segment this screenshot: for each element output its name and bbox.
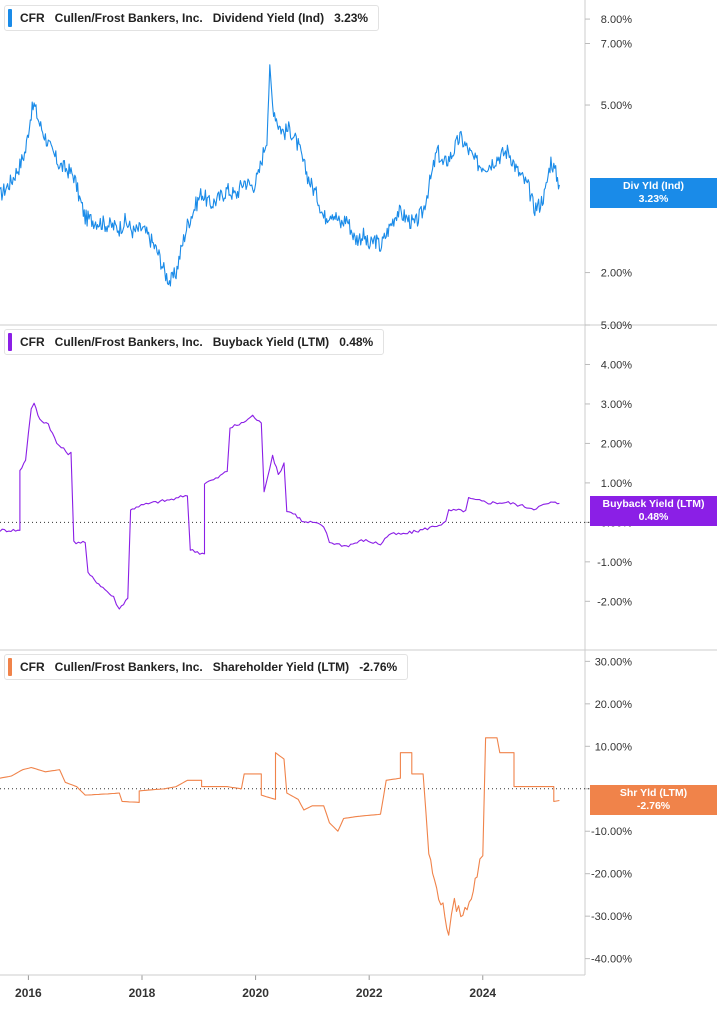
y-tick-label: 5.00% (601, 100, 632, 112)
x-tick-label: 2024 (469, 986, 496, 1000)
x-tick-label: 2016 (15, 986, 42, 1000)
dividend-series-line (0, 64, 560, 287)
legend-ticker: CFR (20, 335, 45, 349)
y-tick-label: 3.00% (601, 399, 632, 411)
tag-value: -2.76% (636, 800, 671, 812)
buyback-legend: CFR Cullen/Frost Bankers, Inc. Buyback Y… (4, 329, 385, 355)
shareholder-legend: CFR Cullen/Frost Bankers, Inc. Sharehold… (4, 654, 409, 680)
y-tick-label: -10.00% (591, 826, 632, 838)
y-tick-label: 2.00% (601, 438, 632, 450)
dividend-value-tag: Div Yld (Ind) 3.23% (590, 178, 717, 208)
shareholder-color-swatch (8, 658, 12, 676)
y-tick-label: -2.00% (597, 596, 632, 608)
legend-company: Cullen/Frost Bankers, Inc. (54, 660, 203, 674)
tag-label: Div Yld (Ind) (622, 180, 685, 192)
tag-value: 0.48% (638, 511, 669, 523)
y-tick-label: 10.00% (595, 741, 633, 753)
legend-company: Cullen/Frost Bankers, Inc. (54, 335, 203, 349)
y-tick-label: 5.00% (601, 320, 632, 332)
tag-label: Shr Yld (LTM) (619, 787, 688, 799)
legend-value: -2.76% (359, 660, 398, 674)
y-tick-label: 7.00% (601, 39, 632, 51)
tag-label: Buyback Yield (LTM) (602, 498, 705, 510)
legend-ticker: CFR (20, 660, 45, 674)
legend-metric: Buyback Yield (LTM) (212, 335, 330, 349)
y-tick-label: 4.00% (601, 359, 632, 371)
x-tick-label: 2022 (356, 986, 383, 1000)
shareholder-series-line (0, 737, 560, 936)
buyback-color-swatch (8, 333, 12, 351)
y-tick-label: 30.00% (595, 656, 633, 668)
legend-metric: Dividend Yield (Ind) (212, 11, 325, 25)
x-tick-label: 2020 (242, 986, 269, 1000)
dividend-color-swatch (8, 9, 12, 27)
dividend-legend: CFR Cullen/Frost Bankers, Inc. Dividend … (4, 5, 380, 31)
shareholder-value-tag: Shr Yld (LTM) -2.76% (590, 785, 717, 815)
legend-company: Cullen/Frost Bankers, Inc. (54, 11, 203, 25)
legend-value: 3.23% (334, 11, 369, 25)
y-tick-label: -20.00% (591, 869, 632, 881)
legend-value: 0.48% (339, 335, 374, 349)
tag-value: 3.23% (638, 193, 669, 205)
buyback-value-tag: Buyback Yield (LTM) 0.48% (590, 496, 717, 526)
legend-metric: Shareholder Yield (LTM) (212, 660, 350, 674)
y-tick-label: 20.00% (595, 699, 633, 711)
x-tick-label: 2018 (129, 986, 156, 1000)
y-tick-label: -30.00% (591, 911, 632, 923)
legend-ticker: CFR (20, 11, 45, 25)
y-tick-label: 1.00% (601, 478, 632, 490)
y-tick-label: 8.00% (601, 14, 632, 26)
y-tick-label: 2.00% (601, 268, 632, 280)
y-tick-label: -1.00% (597, 557, 632, 569)
y-tick-label: -40.00% (591, 954, 632, 966)
buyback-series-line (0, 402, 560, 610)
